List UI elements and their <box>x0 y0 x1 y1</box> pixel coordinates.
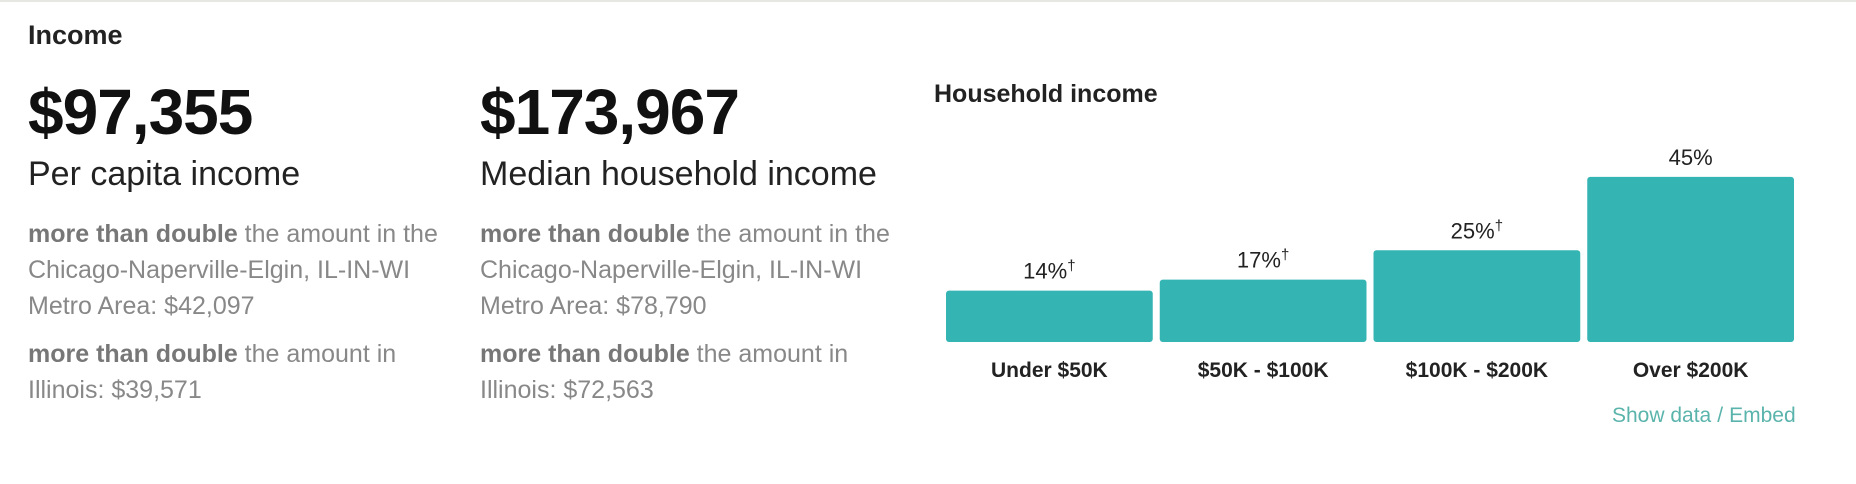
category-label: $100K - $200K <box>1406 359 1548 382</box>
comparison-text: the amount in the Chicago-Naperville-Elg… <box>28 220 438 320</box>
bar-2[interactable] <box>1373 250 1581 342</box>
comparison-text: the amount in Illinois: $39,571 <box>28 340 397 404</box>
bar-3[interactable] <box>1587 176 1794 342</box>
per-capita-income-stat: $97,355 Per capita income more than doub… <box>28 78 448 420</box>
stat-label: Median household income <box>480 155 877 193</box>
section-title: Income <box>28 20 123 50</box>
comparison-emphasis: more than double <box>28 340 238 368</box>
stat-label: Per capita income <box>28 155 301 193</box>
footnote-marker: † <box>1495 217 1503 234</box>
comparisons: more than double the amount in the Chica… <box>28 216 448 408</box>
category-label: Over $200K <box>1633 359 1749 382</box>
stat-value: $173,967 <box>480 76 740 148</box>
comparison-metro: more than double the amount in the Chica… <box>480 216 900 324</box>
bar-value-label: 14%† <box>1023 258 1075 284</box>
chart-links: Show data / Embed <box>1612 404 1796 428</box>
comparison-emphasis: more than double <box>480 340 690 368</box>
show-data-link[interactable]: Show data <box>1612 404 1712 427</box>
bar-0[interactable] <box>946 290 1153 342</box>
link-separator: / <box>1717 404 1724 427</box>
top-divider <box>0 0 1856 2</box>
comparison-emphasis: more than double <box>28 220 238 248</box>
median-household-income-stat: $173,967 Median household income more th… <box>480 78 900 420</box>
category-label: $50K - $100K <box>1198 359 1329 382</box>
chart-title: Household income <box>934 80 1158 108</box>
bar-1[interactable] <box>1159 279 1367 342</box>
comparison-text: the amount in Illinois: $72,563 <box>480 340 849 404</box>
comparison-emphasis: more than double <box>480 220 690 248</box>
comparisons: more than double the amount in the Chica… <box>480 216 900 408</box>
bar-value-label: 45% <box>1669 145 1713 170</box>
comparison-state: more than double the amount in Illinois:… <box>480 336 900 408</box>
bar-value-label: 25%† <box>1451 217 1503 243</box>
embed-link[interactable]: Embed <box>1729 404 1796 427</box>
category-label: Under $50K <box>991 359 1108 382</box>
stat-value: $97,355 <box>28 76 253 148</box>
footnote-marker: † <box>1281 247 1289 264</box>
comparison-metro: more than double the amount in the Chica… <box>28 216 448 324</box>
footnote-marker: † <box>1067 258 1075 275</box>
household-income-chart: 14%† Under $50K 17%† $50K - $100K 25%† $100K … <box>946 145 1794 382</box>
comparison-state: more than double the amount in Illinois:… <box>28 336 448 408</box>
comparison-text: the amount in the Chicago-Naperville-Elg… <box>480 220 890 320</box>
bar-value-label: 17%† <box>1237 247 1289 273</box>
